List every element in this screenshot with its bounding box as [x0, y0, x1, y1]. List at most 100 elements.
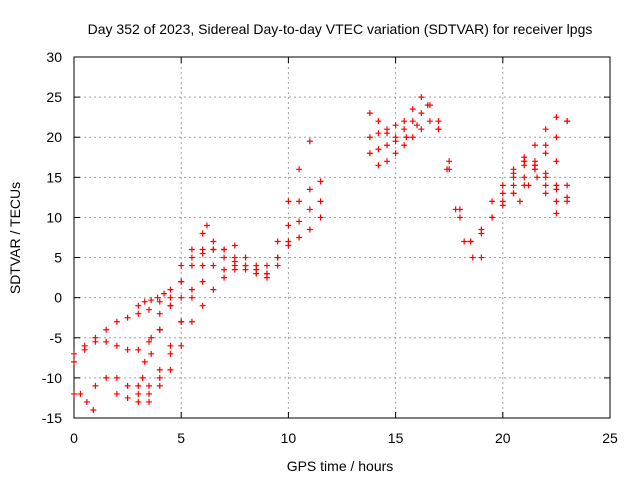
series-track-11 [221, 138, 313, 273]
data-point [296, 198, 303, 205]
data-point [553, 210, 560, 217]
x-tick-label: 25 [602, 430, 618, 446]
data-point [178, 262, 185, 269]
data-point [510, 182, 517, 189]
plot-frame [73, 56, 611, 419]
data-point [210, 262, 217, 269]
data-point [156, 298, 163, 305]
series-track-23 [516, 174, 560, 217]
data-point [542, 182, 549, 189]
data-point [167, 342, 174, 349]
data-point [124, 382, 131, 389]
data-point [188, 246, 195, 253]
data-point [375, 130, 382, 137]
series-track-5 [113, 242, 238, 405]
data-point [188, 318, 195, 325]
data-point [135, 310, 142, 317]
x-tick-label: 0 [70, 430, 78, 446]
data-point [564, 182, 571, 189]
series-track-3 [71, 390, 97, 413]
x-tick-label: 10 [281, 430, 297, 446]
data-point [285, 222, 292, 229]
data-point [167, 294, 174, 301]
data-point [542, 190, 549, 197]
data-point [253, 270, 260, 277]
data-point [210, 238, 217, 245]
data-point [178, 294, 185, 301]
data-point [139, 374, 146, 381]
data-point [306, 138, 313, 145]
data-point [141, 298, 148, 305]
data-point [167, 302, 174, 309]
x-tick-label: 15 [388, 430, 404, 446]
data-point [418, 110, 425, 117]
data-point [253, 262, 260, 269]
data-point [148, 334, 155, 341]
data-point [199, 302, 206, 309]
data-point [188, 294, 195, 301]
data-point [124, 394, 131, 401]
data-point [317, 178, 324, 185]
data-point [564, 194, 571, 201]
data-point [199, 262, 206, 269]
data-point [156, 382, 163, 389]
data-point [135, 398, 142, 405]
data-point [499, 182, 506, 189]
chart-title: Day 352 of 2023, Sidereal Day-to-day VTE… [88, 21, 593, 37]
data-point [148, 297, 155, 304]
data-point [461, 238, 468, 245]
data-point [306, 206, 313, 213]
data-point [156, 326, 163, 333]
data-point [384, 130, 391, 137]
series-track-15 [366, 110, 425, 157]
series-track-14 [263, 214, 324, 277]
data-point [221, 274, 228, 281]
data-point [392, 122, 399, 129]
data-point [446, 158, 453, 165]
data-point [71, 358, 77, 365]
data-point [521, 182, 528, 189]
data-point [446, 166, 453, 173]
y-tick-label: -5 [50, 330, 63, 346]
data-point [401, 142, 408, 149]
data-point [242, 254, 249, 261]
data-point [178, 342, 185, 349]
data-point [71, 350, 77, 357]
data-point [156, 366, 163, 373]
data-point [317, 198, 324, 205]
series-track-16 [366, 94, 485, 261]
data-point [401, 118, 408, 125]
data-point [148, 350, 155, 357]
y-tick-label: -15 [42, 410, 62, 426]
data-point [531, 142, 538, 149]
data-point [375, 162, 382, 169]
data-point [521, 174, 528, 181]
data-point [392, 138, 399, 145]
data-point [510, 190, 517, 197]
data-point [231, 242, 238, 249]
data-point [426, 118, 433, 125]
data-point [203, 222, 210, 229]
data-point [285, 198, 292, 205]
data-point [542, 174, 549, 181]
data-point [146, 338, 153, 345]
series-track-10 [135, 290, 168, 309]
y-tick-label: -10 [42, 370, 62, 386]
data-point [103, 374, 110, 381]
series-track-24 [510, 142, 571, 197]
data-point [414, 122, 421, 129]
plot-area [71, 94, 571, 413]
x-axis-label: GPS time / hours [287, 458, 394, 474]
data-point [263, 262, 270, 269]
data-point [92, 338, 99, 345]
data-point [188, 286, 195, 293]
data-point [542, 126, 549, 133]
data-point [113, 318, 120, 325]
data-point [199, 230, 206, 237]
data-point [90, 406, 97, 413]
series-track-1 [71, 294, 185, 365]
data-point [81, 342, 88, 349]
data-point [306, 186, 313, 193]
data-point [499, 190, 506, 197]
